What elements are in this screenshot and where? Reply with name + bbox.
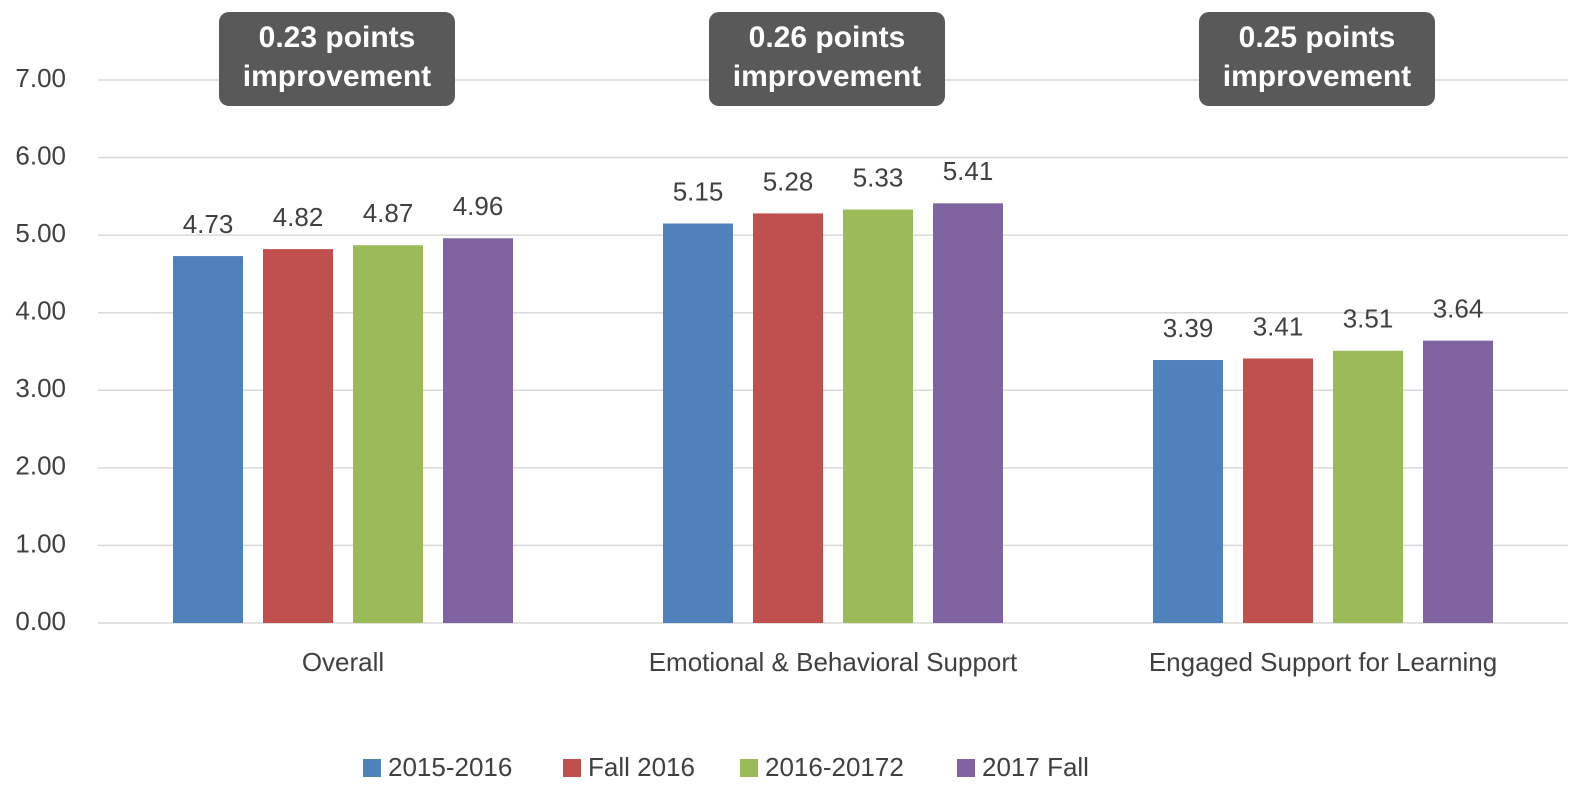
annotation-box	[1199, 12, 1435, 106]
legend-swatch	[957, 759, 975, 777]
legend-swatch	[740, 759, 758, 777]
data-label: 4.87	[363, 198, 414, 228]
data-label: 5.41	[943, 156, 994, 186]
data-label: 3.41	[1253, 311, 1304, 341]
y-tick-label: 3.00	[15, 373, 66, 403]
data-label: 4.96	[453, 191, 504, 221]
data-label: 5.33	[853, 162, 904, 192]
annotation: 0.26 points	[749, 21, 906, 54]
data-label: 4.82	[273, 202, 324, 232]
bar	[753, 213, 823, 623]
bar	[1423, 340, 1493, 623]
legend-label: Fall 2016	[588, 752, 695, 782]
legend-swatch	[563, 759, 581, 777]
data-label: 3.51	[1343, 304, 1394, 334]
y-tick-label: 6.00	[15, 140, 66, 170]
annotation-box	[219, 12, 455, 106]
bar	[1333, 350, 1403, 623]
bar	[663, 223, 733, 623]
bar	[843, 209, 913, 623]
y-tick-label: 1.00	[15, 528, 66, 558]
y-tick-label: 2.00	[15, 451, 66, 481]
data-label: 3.64	[1433, 294, 1484, 324]
annotation-box	[709, 12, 945, 106]
data-label: 4.73	[183, 209, 234, 239]
data-label: 5.15	[673, 176, 724, 206]
bar	[933, 203, 1003, 624]
bar	[1243, 358, 1313, 623]
legend-swatch	[363, 759, 381, 777]
legend-label: 2016-20172	[765, 752, 904, 782]
annotation: improvement	[1223, 60, 1411, 93]
x-tick-label: Emotional & Behavioral Support	[649, 647, 1018, 677]
bar	[173, 256, 243, 623]
bar	[263, 249, 333, 623]
annotation: improvement	[243, 60, 431, 93]
legend-label: 2015-2016	[388, 752, 512, 782]
annotation: 0.23 points	[259, 21, 416, 54]
x-tick-label: Overall	[302, 647, 384, 677]
y-tick-label: 0.00	[15, 606, 66, 636]
annotation: 0.25 points	[1239, 21, 1396, 54]
y-tick-label: 5.00	[15, 218, 66, 248]
bar	[443, 238, 513, 623]
data-label: 5.28	[763, 166, 814, 196]
bar	[353, 245, 423, 623]
legend-label: 2017 Fall	[982, 752, 1089, 782]
y-tick-label: 7.00	[15, 63, 66, 93]
data-label: 3.39	[1163, 313, 1214, 343]
annotation: improvement	[733, 60, 921, 93]
x-tick-label: Engaged Support for Learning	[1149, 647, 1497, 677]
y-tick-label: 4.00	[15, 296, 66, 326]
bar	[1153, 360, 1223, 623]
